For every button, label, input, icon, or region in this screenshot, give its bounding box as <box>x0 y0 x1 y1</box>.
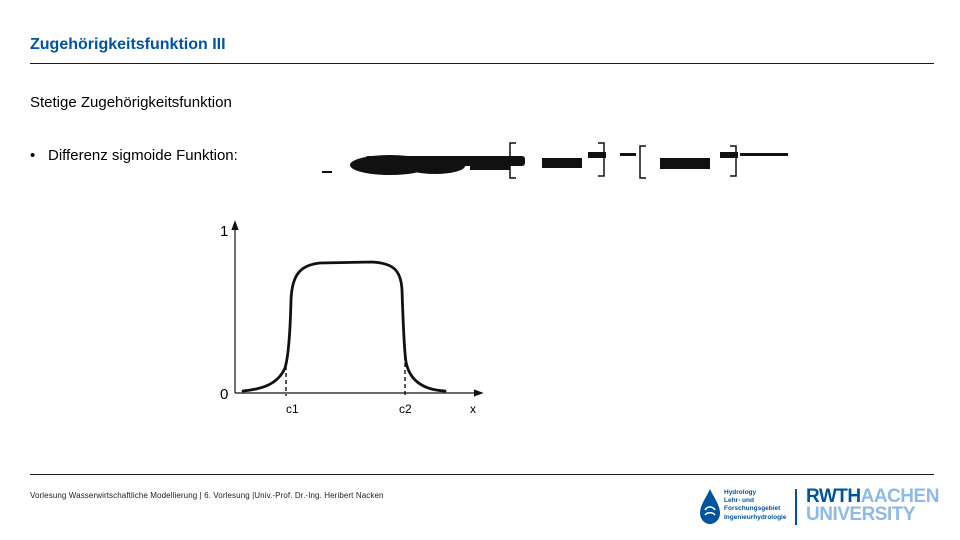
y-label-top: 1 <box>220 223 228 240</box>
membership-curve <box>241 260 447 393</box>
aachen-wordmark: AACHEN <box>860 486 940 507</box>
section-subtitle: Stetige Zugehörigkeitsfunktion <box>30 94 232 111</box>
y-axis-arrow <box>231 220 239 231</box>
slide-title: Zugehörigkeitsfunktion III <box>30 36 226 53</box>
bullet-marker: • <box>30 147 36 164</box>
rwth-logo: RWTHAACHEN UNIVERSITY <box>806 486 940 525</box>
bullet-text: Differenz sigmoide Funktion: <box>48 147 238 164</box>
institute-line: Lehr- und <box>724 497 754 505</box>
footer-text: Vorlesung Wasserwirtschaftliche Modellie… <box>30 491 384 500</box>
membership-diagram: 1 0 c1 c2 x <box>220 220 484 416</box>
x-label-c2: c2 <box>399 402 412 416</box>
rwth-wordmark: RWTH <box>806 486 861 507</box>
y-label-bottom: 0 <box>220 386 228 403</box>
header-divider <box>30 63 934 64</box>
x-axis-arrow <box>473 389 484 397</box>
institute-label: Hydrology Lehr- und Forschungsgebiet Ing… <box>724 489 786 522</box>
x-label-x: x <box>470 402 476 416</box>
institute-line: Forschungsgebiet <box>724 505 781 513</box>
logo-divider <box>795 489 797 525</box>
institute-line: Ingenieurhydrologie <box>724 513 787 521</box>
water-drop-icon <box>700 489 720 524</box>
footer-divider <box>30 474 934 475</box>
bullet-item: • Differenz sigmoide Funktion: <box>30 147 238 164</box>
institute-line: Hydrology <box>724 489 757 496</box>
x-label-c1: c1 <box>286 402 299 416</box>
formula-image <box>322 142 788 179</box>
university-wordmark: UNIVERSITY <box>806 504 916 525</box>
